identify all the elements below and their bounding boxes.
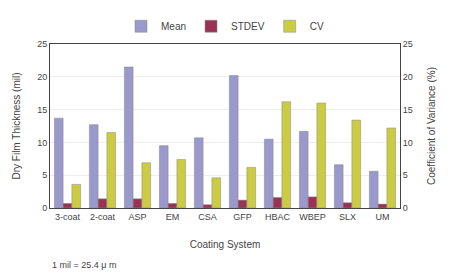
svg-text:Coating System: Coating System: [190, 239, 261, 250]
svg-text:0: 0: [42, 203, 47, 213]
svg-text:UM: UM: [376, 212, 390, 222]
svg-text:1 mil = 25.4 μ m: 1 mil = 25.4 μ m: [52, 260, 116, 270]
svg-text:15: 15: [37, 105, 47, 115]
svg-text:Dry Film Thickness (mil): Dry Film Thickness (mil): [11, 72, 22, 179]
svg-text:5: 5: [42, 170, 47, 180]
svg-text:25: 25: [403, 39, 413, 49]
svg-text:10: 10: [37, 138, 47, 148]
svg-text:0: 0: [403, 203, 408, 213]
svg-text:EM: EM: [166, 212, 180, 222]
svg-text:Coefficient of Variance (%): Coefficient of Variance (%): [426, 67, 437, 185]
svg-text:CSA: CSA: [198, 212, 217, 222]
svg-text:25: 25: [37, 39, 47, 49]
svg-text:SLX: SLX: [339, 212, 356, 222]
svg-text:GFP: GFP: [233, 212, 252, 222]
svg-text:ASP: ASP: [128, 212, 146, 222]
svg-text:WBEP: WBEP: [299, 212, 326, 222]
svg-text:HBAC: HBAC: [265, 212, 291, 222]
svg-text:20: 20: [37, 72, 47, 82]
svg-text:CV: CV: [310, 21, 324, 32]
svg-text:20: 20: [403, 72, 413, 82]
svg-text:15: 15: [403, 105, 413, 115]
svg-text:STDEV: STDEV: [231, 21, 265, 32]
svg-text:5: 5: [403, 170, 408, 180]
svg-text:3-coat: 3-coat: [55, 212, 81, 222]
svg-text:2-coat: 2-coat: [90, 212, 116, 222]
svg-text:10: 10: [403, 138, 413, 148]
svg-text:Mean: Mean: [161, 21, 186, 32]
